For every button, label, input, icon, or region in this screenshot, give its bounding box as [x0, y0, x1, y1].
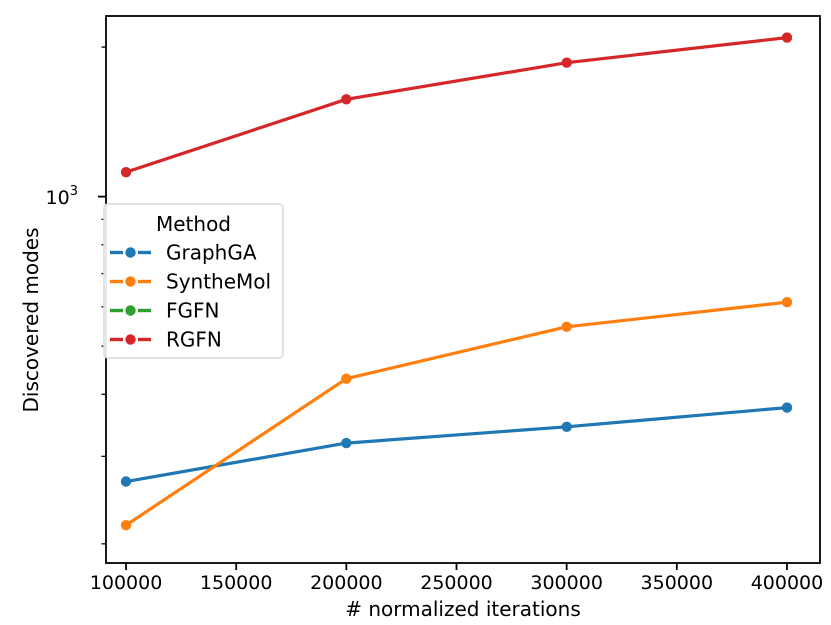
- data-point-synthemol: [561, 321, 572, 332]
- y-tick-label-1000: 103: [46, 184, 78, 209]
- x-tick-label: 150000: [200, 572, 273, 594]
- legend-title: Method: [156, 212, 231, 236]
- data-point-rgfn: [120, 167, 132, 178]
- x-tick-label: 300000: [530, 572, 603, 594]
- legend-label-fgfn: FGFN: [166, 299, 219, 323]
- x-tick-label: 350000: [641, 572, 714, 594]
- chart-generated-content: 100000 150000 200000 250000 300000 350000 4000…: [90, 32, 823, 594]
- data-point-graphga: [341, 437, 352, 449]
- legend-key-marker-fgfn: [125, 305, 136, 316]
- data-point-synthemol: [341, 373, 352, 384]
- legend-key-marker-rgfn: [125, 334, 136, 345]
- legend-label-rgfn: RGFN: [166, 328, 222, 352]
- x-tick-label: 250000: [420, 572, 493, 594]
- data-point-rgfn: [781, 32, 793, 43]
- legend-key-marker-graphga: [125, 247, 136, 258]
- series-line-graphga: [124, 406, 789, 484]
- legend-label-synthemol: SyntheMol: [166, 270, 271, 294]
- series-line-synthemol: [124, 300, 789, 527]
- data-point-rgfn: [341, 94, 352, 105]
- x-axis-label: # normalized iterations: [345, 597, 581, 621]
- data-point-synthemol: [781, 297, 793, 308]
- y-axis-label: Discovered modes: [19, 227, 43, 412]
- x-tick-label: 400000: [751, 572, 824, 594]
- data-point-synthemol: [120, 520, 132, 531]
- x-tick-label: 100000: [90, 572, 163, 594]
- data-point-graphga: [781, 402, 793, 413]
- data-point-graphga: [561, 421, 572, 432]
- x-tick-label: 200000: [310, 572, 383, 594]
- legend-key-marker-synthemol: [125, 276, 136, 287]
- legend-box: [103, 203, 284, 359]
- legend-label-graphga: GraphGA: [166, 241, 257, 265]
- data-point-rgfn: [561, 57, 572, 68]
- series-line-rgfn: [124, 35, 789, 174]
- data-point-graphga: [120, 476, 132, 487]
